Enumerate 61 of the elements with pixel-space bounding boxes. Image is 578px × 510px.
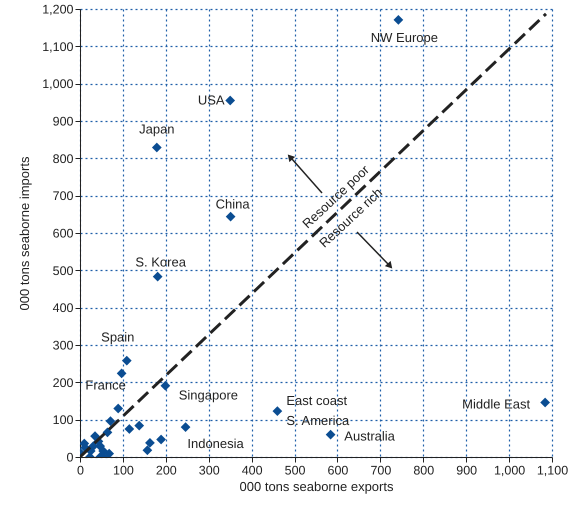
point [104,448,114,457]
y-axis-title: 000 tons seaborne imports [17,156,32,310]
annotation: Middle East [462,396,530,412]
annotation: Japan [139,122,175,137]
point [95,441,106,452]
annotation: Spain [101,330,134,345]
point [122,356,132,366]
y-tick-label: 700 [52,189,74,204]
y-tick-label: 0 [66,450,74,464]
point [180,422,190,432]
annotation: East coast S. America [286,393,350,428]
annotation: NW Europe [370,30,438,45]
y-tick-label: 1,100 [42,40,74,54]
point [116,368,126,378]
point [156,434,166,444]
y-tick-label: 200 [52,376,74,390]
x-tick-label: 800 [413,464,434,478]
point [394,14,404,25]
x-tick-label: 200 [156,464,177,478]
y-tick-label: 600 [52,226,74,240]
x-tick-label: 100 [112,464,134,478]
annotation: Indonesia [187,436,245,452]
point [106,416,116,426]
y-tick-label: 400 [52,301,74,316]
annotation: Australia [344,428,396,444]
point [145,438,155,448]
point [225,96,236,106]
x-tick-label: 1,000 [494,464,526,478]
point [152,272,163,282]
x-tick-label: 700 [370,464,392,478]
point [152,142,162,152]
x-tick-label: 400 [242,464,263,478]
y-tick-label: 900 [52,114,74,128]
point [272,406,282,416]
point [540,398,550,408]
y-tick-label: 100 [52,413,74,428]
point [102,427,112,438]
annotation: S. Korea [135,254,187,270]
x-tick-label: 600 [328,464,348,478]
point [226,212,236,222]
y-tick-label: 500 [52,264,74,278]
point [134,420,144,431]
x-axis-title: 000 tons seaborne exports [240,479,394,494]
x-tick-label: 500 [284,464,306,478]
point [124,424,134,434]
x-tick-label: 900 [456,464,478,478]
x-tick-label: 1,100 [536,464,568,478]
point [160,380,170,391]
annotation: Singapore [178,388,238,403]
annotation: China [216,196,250,212]
point [113,404,124,414]
x-tick-label: 0 [77,464,84,478]
y-tick-label: 800 [52,152,74,166]
annotation: USA [198,92,225,108]
point [142,445,152,456]
y-tick-label: 1,200 [42,2,74,16]
x-tick-label: 300 [198,464,220,478]
annotation: France [85,377,126,392]
y-tick-label: 300 [52,338,74,352]
y-tick-label: 1,000 [42,77,74,92]
point [326,430,336,440]
